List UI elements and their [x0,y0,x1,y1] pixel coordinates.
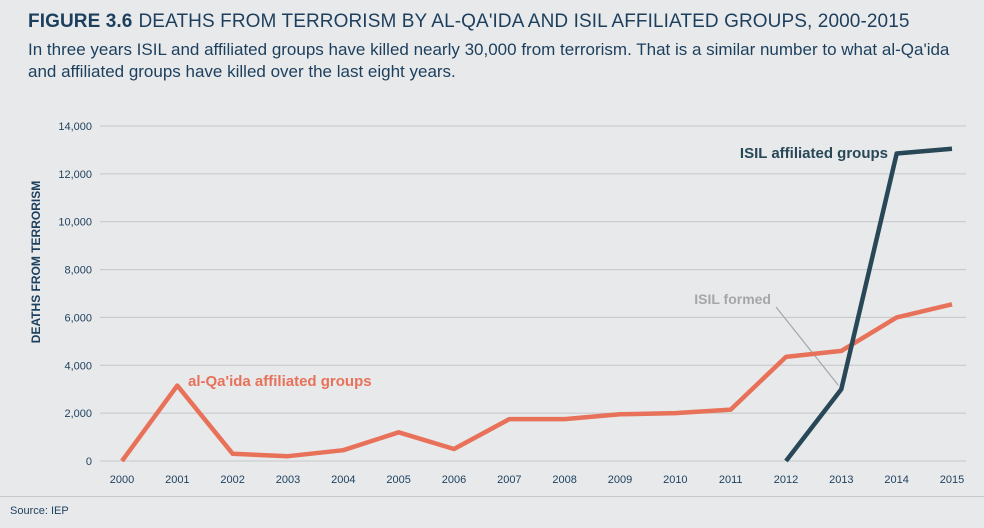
y-tick-label: 12,000 [58,169,92,181]
x-tick-label: 2004 [331,474,355,486]
series-line-isil [784,146,953,463]
x-tick-label: 2010 [663,474,687,486]
x-tick-label: 2006 [442,474,466,486]
x-tick-label: 2007 [497,474,521,486]
y-axis-label: DEATHS FROM TERRORISM [29,181,43,343]
y-tick-label: 14,000 [58,121,92,133]
x-tick-label: 2001 [165,474,189,486]
y-tick-label: 10,000 [58,217,92,229]
x-tick-label: 2012 [774,474,798,486]
y-tick-label: 8,000 [64,265,92,277]
line-chart: 0 2,000 4,000 6,000 8,000 10,000 12,000 14,000 2… [29,121,966,486]
x-tick-label: 2002 [220,474,244,486]
y-tick-label: 6,000 [64,312,92,324]
x-tick-label: 2003 [276,474,300,486]
x-tick-label: 2005 [386,474,410,486]
y-tick-label: 4,000 [64,360,92,372]
chart-header: FIGURE 3.6 DEATHS FROM TERRORISM BY AL-QA… [28,10,968,83]
series-label-isil: ISIL affiliated groups [740,145,888,162]
figure-number: FIGURE 3.6 [28,11,133,32]
chart-subtitle: In three years ISIL and affiliated group… [28,40,950,81]
annotation-leader-line [775,306,839,386]
x-tick-label: 2000 [110,474,134,486]
x-tick-label: 2013 [829,474,853,486]
x-tick-label: 2009 [608,474,632,486]
x-tick-label: 2014 [884,474,908,486]
source-divider [0,496,984,497]
annotation-isil-formed: ISIL formed [694,291,771,307]
y-tick-label: 0 [86,456,92,468]
x-tick-label: 2011 [719,474,743,486]
series-label-alqaida: al-Qa'ida affiliated groups [188,373,372,390]
source-note: Source: IEP [10,505,69,517]
series-line-alqaida [120,302,953,463]
chart-title: FIGURE 3.6 DEATHS FROM TERRORISM BY AL-QA… [28,10,968,34]
x-tick-label: 2015 [940,474,964,486]
y-tick-label: 2,000 [64,408,92,420]
figure-title: DEATHS FROM TERRORISM BY AL-QA'IDA AND I… [138,11,910,32]
x-tick-label: 2008 [552,474,576,486]
